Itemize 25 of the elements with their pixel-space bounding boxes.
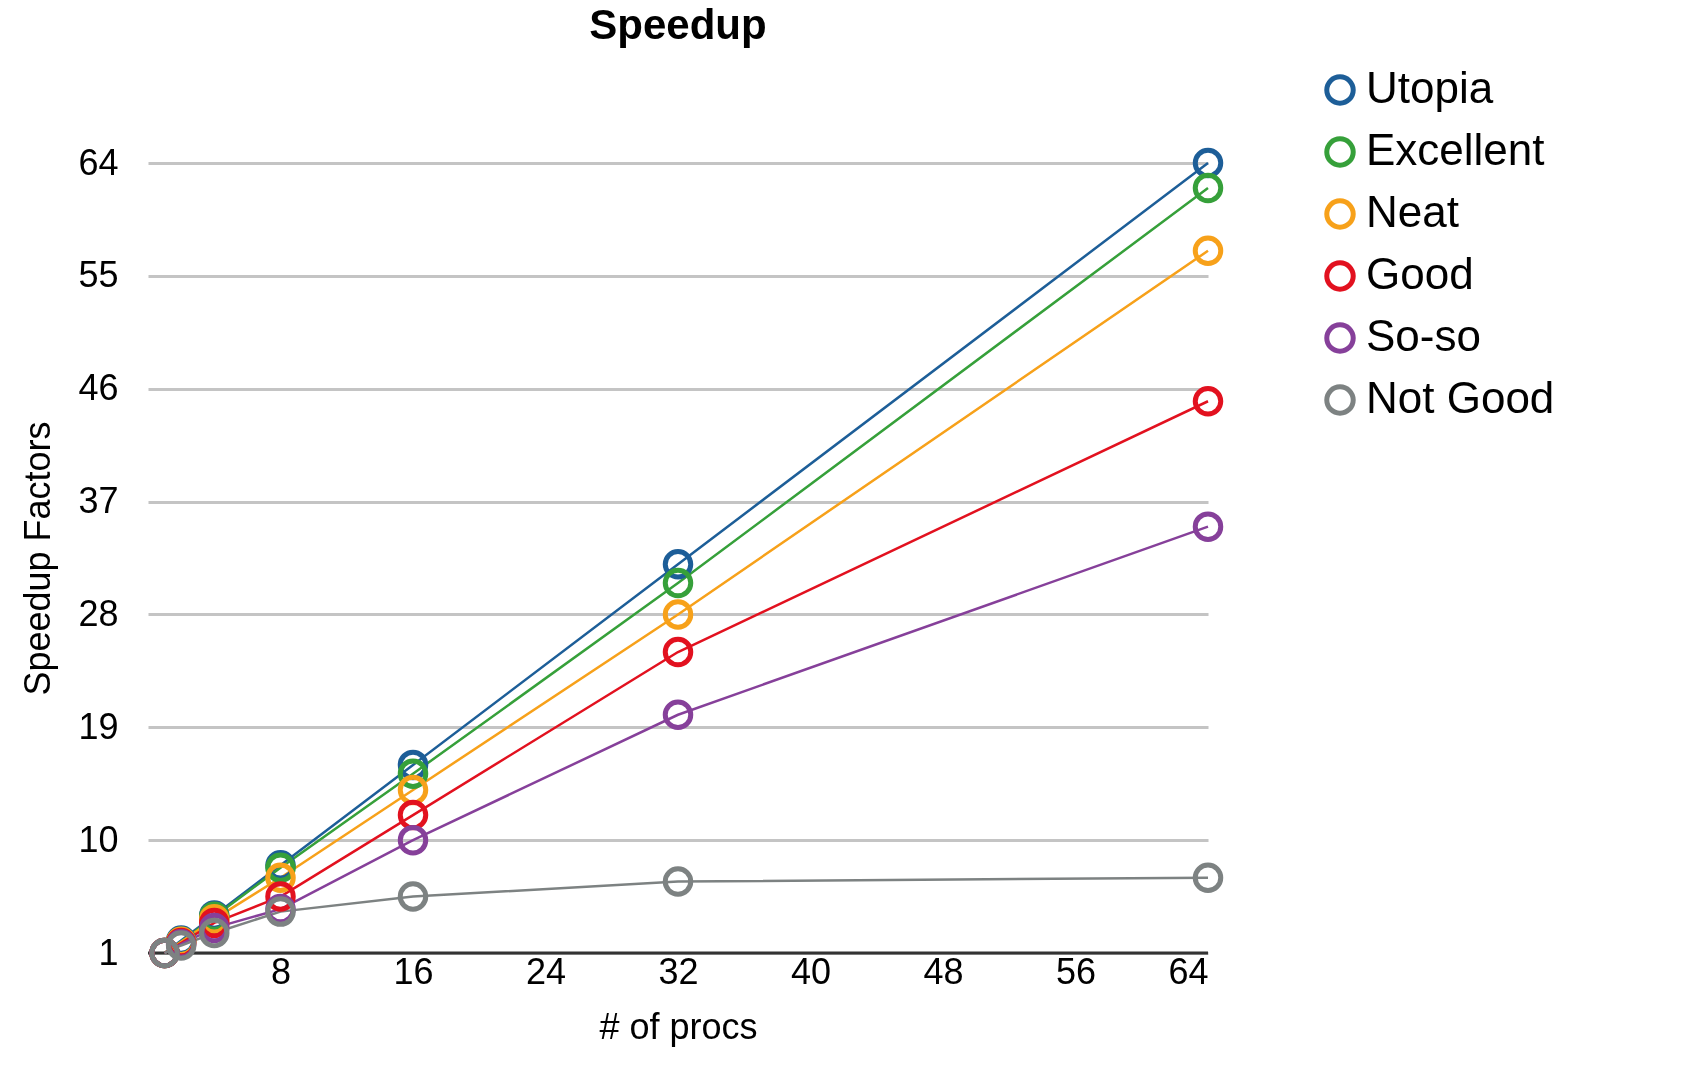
chart-title: Speedup — [589, 1, 767, 48]
y-tick-label: 28 — [78, 592, 119, 634]
y-tick-label: 10 — [78, 818, 119, 860]
legend-label: Excellent — [1366, 125, 1545, 174]
y-tick-label: 46 — [78, 367, 119, 409]
x-tick-label: 16 — [393, 950, 434, 992]
y-tick-label: 1 — [98, 931, 119, 973]
legend-label: Neat — [1366, 187, 1459, 236]
legend-label: Good — [1366, 249, 1474, 298]
x-tick-label: 40 — [790, 950, 832, 992]
y-tick-label: 55 — [78, 254, 119, 296]
legend-label: So-so — [1366, 311, 1481, 360]
x-tick-label: 48 — [923, 950, 964, 992]
x-tick-label: 32 — [658, 950, 699, 992]
legend-label: Not Good — [1366, 373, 1555, 422]
x-axis-title: # of procs — [599, 1005, 758, 1047]
y-tick-label: 64 — [78, 141, 119, 183]
y-tick-label: 19 — [78, 705, 119, 747]
x-tick-label: 56 — [1055, 950, 1097, 992]
x-tick-label: 64 — [1168, 950, 1209, 992]
legend-label: Utopia — [1366, 63, 1494, 112]
y-axis-title: Speedup Factors — [17, 421, 59, 696]
x-tick-label: 8 — [270, 950, 292, 992]
x-tick-label: 24 — [525, 950, 567, 992]
y-tick-label: 37 — [78, 480, 119, 522]
